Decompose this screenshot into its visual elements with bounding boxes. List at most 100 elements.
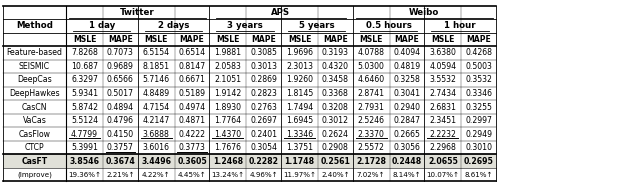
Text: 3.5532: 3.5532 [429,76,456,85]
Text: VaCas: VaCas [22,116,47,125]
Text: 3.6888: 3.6888 [143,130,170,139]
Text: 0.9689: 0.9689 [107,62,134,71]
Text: 0.3773: 0.3773 [179,143,205,152]
Text: APS: APS [271,8,291,17]
Text: Twitter: Twitter [120,8,155,17]
Text: 0.2697: 0.2697 [250,116,277,125]
Text: 2.0583: 2.0583 [214,62,241,71]
Text: 0.4268: 0.4268 [465,48,492,57]
Text: 0.3041: 0.3041 [394,89,420,98]
Text: 0.6671: 0.6671 [179,76,205,85]
Text: 3.6016: 3.6016 [143,143,170,152]
Text: 4.6460: 4.6460 [358,76,385,85]
Text: MAPE: MAPE [252,35,276,44]
Text: 4.96%↑: 4.96%↑ [250,172,278,178]
Text: 2.21%↑: 2.21%↑ [106,172,134,178]
Text: 1.9881: 1.9881 [214,48,241,57]
Text: MAPE: MAPE [108,35,132,44]
Text: 0.2940: 0.2940 [394,102,420,111]
Text: 1.7494: 1.7494 [286,102,313,111]
Text: 0.3054: 0.3054 [250,143,277,152]
Text: 0.3056: 0.3056 [394,143,420,152]
Text: 0.3012: 0.3012 [322,116,349,125]
Text: 4.2147: 4.2147 [143,116,170,125]
Text: 8.14%↑: 8.14%↑ [393,172,421,178]
Text: 4.22%↑: 4.22%↑ [142,172,170,178]
Text: 1.8930: 1.8930 [214,102,241,111]
Text: 0.5189: 0.5189 [179,89,205,98]
Text: 0.2401: 0.2401 [250,130,277,139]
Text: 5.3991: 5.3991 [71,143,98,152]
Text: 0.4894: 0.4894 [107,102,134,111]
Text: 0.4974: 0.4974 [179,102,205,111]
Text: 0.3346: 0.3346 [465,89,492,98]
Text: 0.3757: 0.3757 [107,143,134,152]
Text: 4.7799: 4.7799 [71,130,98,139]
Text: 0.4819: 0.4819 [394,62,420,71]
Text: 0.2823: 0.2823 [250,89,277,98]
Text: 0.3368: 0.3368 [322,89,349,98]
Text: 4.8489: 4.8489 [143,89,170,98]
Text: 0.2847: 0.2847 [394,116,420,125]
Text: MAPE: MAPE [323,35,348,44]
Text: 2.0655: 2.0655 [428,157,458,166]
Text: 0.5017: 0.5017 [107,89,134,98]
Text: 0.2624: 0.2624 [322,130,349,139]
Text: 0.2908: 0.2908 [322,143,349,152]
Text: 0.2949: 0.2949 [465,130,492,139]
Bar [3,154,496,168]
Text: MAPE: MAPE [395,35,419,44]
Text: 2.3013: 2.3013 [286,62,313,71]
Text: 2.1051: 2.1051 [214,76,241,85]
Text: 0.3085: 0.3085 [250,48,277,57]
Text: 0.4094: 0.4094 [394,48,420,57]
Text: 1.3346: 1.3346 [286,130,313,139]
Text: 2.6831: 2.6831 [429,102,456,111]
Text: 4.0788: 4.0788 [358,48,385,57]
Text: 0.4150: 0.4150 [107,130,134,139]
Text: CasCN: CasCN [22,102,47,111]
Text: 2.5572: 2.5572 [358,143,385,152]
Text: MAPE: MAPE [467,35,491,44]
Text: MSLE: MSLE [145,35,168,44]
Text: 1.9696: 1.9696 [286,48,313,57]
Text: 1 day: 1 day [88,21,115,30]
Text: 0.3255: 0.3255 [465,102,492,111]
Text: 2.3451: 2.3451 [429,116,456,125]
Text: 0.6566: 0.6566 [107,76,134,85]
Text: 1.7764: 1.7764 [214,116,241,125]
Text: 0.8147: 0.8147 [179,62,205,71]
Text: 5.8742: 5.8742 [71,102,98,111]
Text: (Improve): (Improve) [17,171,52,178]
Text: 1 hour: 1 hour [444,21,476,30]
Text: 5 years: 5 years [299,21,335,30]
Text: 0.3258: 0.3258 [394,76,420,85]
Text: CTCP: CTCP [25,143,44,152]
Text: 13.24%↑: 13.24%↑ [211,172,244,178]
Text: Feature-based: Feature-based [6,48,63,57]
Text: CasFlow: CasFlow [19,130,51,139]
Text: DeepHawkes: DeepHawkes [9,89,60,98]
Text: MSLE: MSLE [431,35,454,44]
Text: 3.6380: 3.6380 [429,48,456,57]
Text: 2.5246: 2.5246 [358,116,385,125]
Text: 0.4222: 0.4222 [179,130,205,139]
Text: 0.3674: 0.3674 [106,157,135,166]
Text: 11.97%↑: 11.97%↑ [283,172,316,178]
Text: MSLE: MSLE [288,35,311,44]
Text: 0.2561: 0.2561 [321,157,350,166]
Text: Method: Method [16,21,53,30]
Text: MAPE: MAPE [180,35,204,44]
Text: 0.2282: 0.2282 [249,157,278,166]
Text: 2.3370: 2.3370 [358,130,385,139]
Text: 1.8145: 1.8145 [286,89,313,98]
Text: 2.2232: 2.2232 [429,130,456,139]
Text: 0.2448: 0.2448 [392,157,422,166]
Text: 0.2869: 0.2869 [250,76,277,85]
Text: 0.5 hours: 0.5 hours [365,21,412,30]
Text: 0.2763: 0.2763 [250,102,277,111]
Text: 8.1851: 8.1851 [143,62,170,71]
Text: 0.6514: 0.6514 [179,48,205,57]
Text: 3.4496: 3.4496 [141,157,171,166]
Text: 7.02%↑: 7.02%↑ [357,172,385,178]
